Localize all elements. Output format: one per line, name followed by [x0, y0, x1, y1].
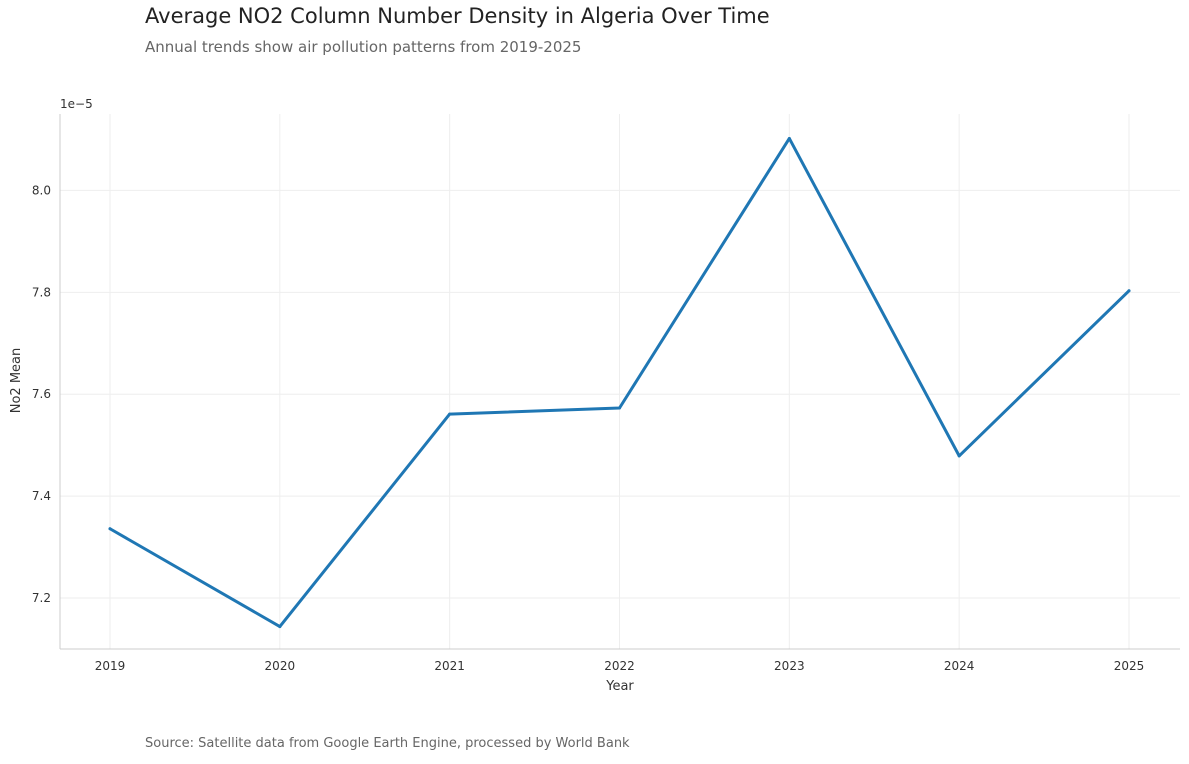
- chart-subtitle: Annual trends show air pollution pattern…: [145, 38, 582, 56]
- y-tick-label: 8.0: [32, 183, 51, 197]
- chart-title: Average NO2 Column Number Density in Alg…: [145, 4, 770, 28]
- x-axis-label: Year: [605, 679, 634, 694]
- series-layer: [108, 136, 1131, 629]
- x-tick-label: 2019: [95, 659, 126, 673]
- x-tick-label: 2021: [434, 659, 465, 673]
- data-point: [957, 454, 961, 458]
- data-point: [108, 527, 112, 531]
- y-offset-label: 1e−5: [60, 97, 93, 111]
- y-tick-labels: 7.2 7.4 7.6 7.8 8.0: [32, 183, 51, 605]
- grid-lines: [60, 114, 1180, 649]
- x-tick-labels: 2019 2020 2021 2022 2023 2024 2025: [95, 659, 1145, 673]
- x-tick-label: 2025: [1114, 659, 1145, 673]
- x-tick-label: 2023: [774, 659, 805, 673]
- y-axis-label: No2 Mean: [9, 348, 24, 414]
- x-tick-label: 2022: [604, 659, 635, 673]
- data-point: [278, 625, 282, 629]
- y-tick-label: 7.2: [32, 591, 51, 605]
- y-tick-label: 7.4: [32, 489, 51, 503]
- data-point: [448, 412, 452, 416]
- chart-source-note: Source: Satellite data from Google Earth…: [145, 736, 630, 751]
- x-tick-label: 2024: [944, 659, 975, 673]
- x-tick-label: 2020: [265, 659, 296, 673]
- data-point: [1127, 289, 1131, 293]
- y-tick-label: 7.8: [32, 285, 51, 299]
- data-point: [787, 136, 791, 140]
- y-tick-label: 7.6: [32, 387, 51, 401]
- data-point: [618, 406, 621, 410]
